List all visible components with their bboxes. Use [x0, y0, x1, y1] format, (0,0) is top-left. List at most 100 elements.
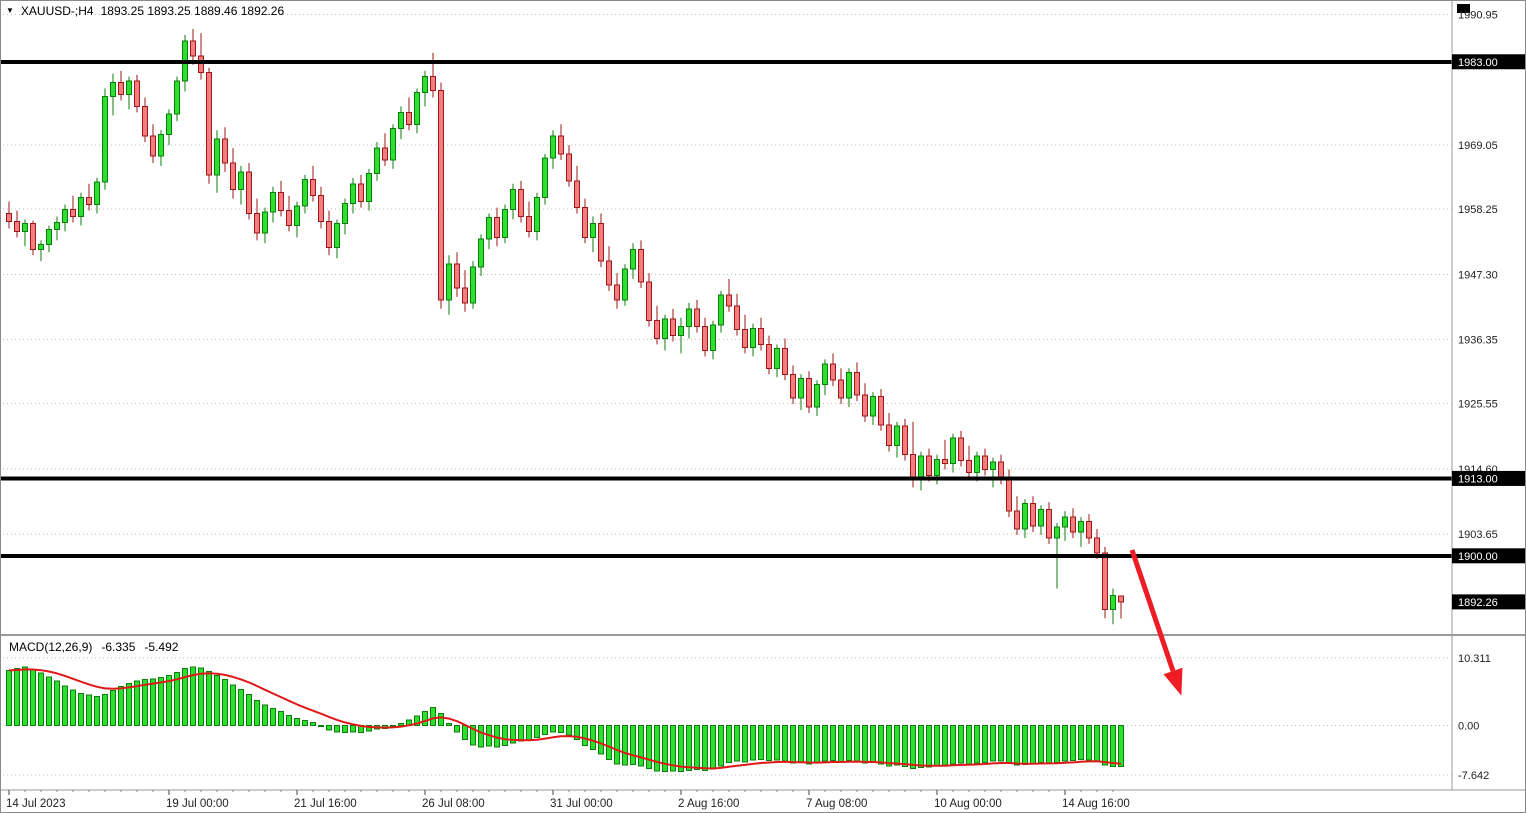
arrow-head [1163, 667, 1183, 696]
candle [550, 135, 556, 159]
candle [782, 348, 788, 375]
macd-bar [614, 724, 620, 765]
collapse-triangle-icon[interactable]: ▼ [6, 6, 14, 15]
candle [934, 458, 940, 476]
candle [582, 207, 588, 238]
macd-bar [1070, 724, 1076, 762]
candle [574, 180, 580, 209]
macd-bar [1014, 724, 1020, 766]
macd-indicator-label: MACD(12,26,9) -6.335 -5.492 [9, 640, 178, 654]
candle [774, 348, 780, 369]
candle [846, 371, 852, 399]
candle [294, 205, 300, 226]
candle [94, 181, 100, 206]
x-tick-label: 10 Aug 00:00 [934, 798, 1002, 810]
y-tick-label: 1903.65 [1458, 529, 1498, 541]
macd-bar [638, 724, 644, 767]
price-axis[interactable] [1450, 1, 1525, 790]
macd-histogram [6, 666, 1124, 773]
candle [526, 216, 532, 232]
candle [558, 135, 564, 155]
macd-bar [886, 724, 892, 767]
macd-bar [38, 672, 44, 726]
macd-bar [470, 724, 476, 746]
candle [502, 208, 508, 238]
macd-bar [542, 724, 548, 735]
candle [318, 195, 324, 222]
macd-bar [526, 724, 532, 741]
x-tick-label: 7 Aug 08:00 [806, 798, 867, 810]
candle [886, 424, 892, 447]
macd-bar [822, 724, 828, 762]
macd-tick-label: 10.311 [1458, 653, 1491, 665]
macd-bar [142, 679, 148, 726]
macd-bar [942, 724, 948, 766]
macd-bar [926, 724, 932, 768]
candle [670, 318, 676, 337]
candle [518, 189, 524, 218]
candle [910, 454, 916, 479]
macd-bar [830, 724, 836, 762]
candle [14, 220, 20, 232]
symbol-timeframe-label: XAUUSD-;H4 [20, 4, 94, 18]
candle [990, 461, 996, 470]
candle [814, 383, 820, 408]
x-tick-label: 26 Jul 08:00 [422, 798, 485, 810]
macd-bar [102, 694, 108, 726]
candle [446, 263, 452, 301]
macd-bar [110, 690, 116, 726]
candle [46, 229, 52, 246]
macd-bar [1062, 724, 1068, 762]
arrow-shaft[interactable] [1129, 549, 1176, 672]
macd-bar [990, 724, 996, 762]
candle [870, 395, 876, 417]
candle [1118, 595, 1124, 603]
candle [150, 135, 156, 157]
candle [78, 196, 84, 218]
candle [822, 363, 828, 385]
candle [742, 329, 748, 348]
candle [438, 89, 444, 301]
candle [398, 111, 404, 129]
x-tick-label: 21 Jul 16:00 [294, 798, 357, 810]
candle [270, 192, 276, 213]
macd-bar [262, 704, 268, 726]
candle [878, 395, 884, 426]
candle [598, 223, 604, 262]
macd-bar [286, 714, 292, 726]
macd-bar [134, 680, 140, 726]
macd-bar [654, 724, 660, 772]
macd-bar [766, 724, 772, 762]
time-axis[interactable] [1, 791, 1452, 812]
macd-bar [726, 724, 732, 764]
macd-bar [1078, 724, 1084, 760]
macd-bar [366, 724, 372, 732]
candle [790, 373, 796, 399]
macd-bar [910, 724, 916, 769]
y-tick-label: 1925.55 [1458, 399, 1498, 411]
macd-bar [710, 724, 716, 770]
macd-bar [670, 724, 676, 772]
macd-bar [510, 724, 516, 744]
candle [958, 437, 964, 462]
candle [342, 202, 348, 225]
axis-corner-marker[interactable] [1457, 4, 1470, 13]
candle [894, 425, 900, 447]
x-tick-label: 31 Jul 00:00 [550, 798, 613, 810]
candle [302, 179, 308, 207]
macd-bar [126, 682, 132, 726]
macd-bar [894, 724, 900, 766]
candle [950, 437, 956, 465]
macd-bar [806, 724, 812, 765]
candle [166, 113, 172, 135]
candle [1086, 520, 1092, 539]
macd-bar [158, 677, 164, 726]
candle [1062, 516, 1068, 528]
price-tags: 1983.00 1913.00 1900.00 1892.26 [1452, 54, 1525, 610]
candle [662, 318, 668, 340]
candle [614, 284, 620, 301]
candle [470, 266, 476, 304]
macd-bar [478, 724, 484, 748]
candle [54, 221, 60, 231]
